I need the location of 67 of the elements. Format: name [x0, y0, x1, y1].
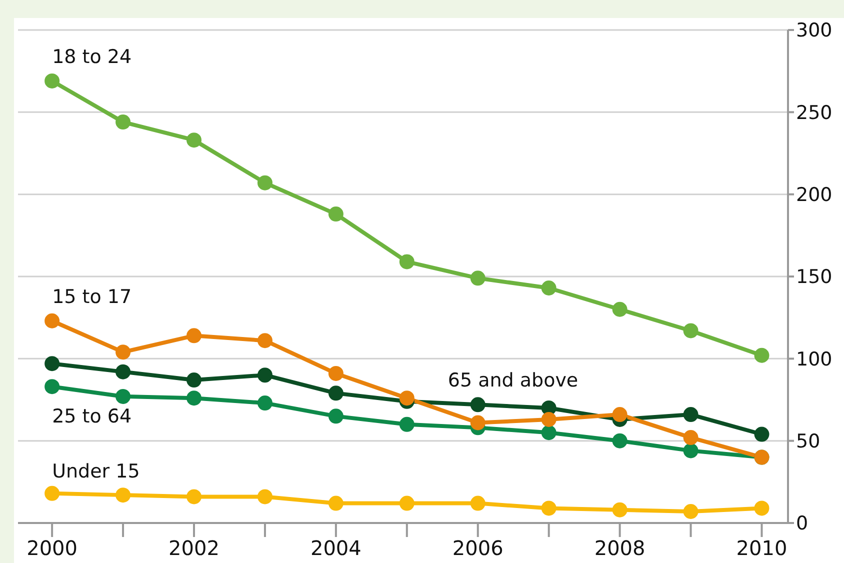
point — [186, 328, 202, 344]
point — [186, 132, 202, 148]
y-tick-label: 0 — [796, 512, 808, 535]
point — [612, 433, 628, 448]
point — [328, 408, 344, 424]
point — [328, 496, 344, 511]
point — [612, 407, 628, 422]
point — [257, 368, 272, 383]
point — [186, 390, 202, 406]
y-tick-label: 100 — [796, 348, 832, 370]
point — [683, 443, 698, 458]
point — [683, 407, 698, 422]
point — [44, 356, 60, 372]
point — [257, 333, 272, 348]
point — [44, 379, 60, 394]
point — [683, 323, 698, 338]
point — [399, 390, 414, 406]
point — [186, 489, 202, 504]
y-tick-label: 200 — [796, 184, 832, 206]
point — [328, 366, 344, 381]
point — [470, 496, 486, 511]
point — [257, 489, 272, 504]
y-tick-label: 250 — [796, 102, 832, 124]
x-tick-label: 2006 — [452, 536, 504, 560]
point — [116, 388, 131, 404]
point — [399, 416, 414, 432]
point — [116, 488, 131, 503]
point — [257, 396, 272, 411]
point — [44, 486, 60, 501]
point — [612, 302, 628, 317]
point — [470, 397, 486, 412]
point — [116, 114, 131, 130]
point — [328, 386, 344, 401]
x-tick-label: 2000 — [26, 536, 78, 560]
point — [541, 280, 556, 296]
x-tick-label: 2002 — [168, 536, 220, 560]
y-tick-label: 150 — [796, 266, 832, 288]
point — [399, 496, 414, 511]
y-tick-label: 300 — [796, 20, 832, 42]
point — [470, 415, 486, 430]
series-label: 15 to 17 — [52, 286, 132, 308]
point — [257, 175, 272, 190]
point — [116, 364, 131, 380]
series-label: 25 to 64 — [52, 406, 132, 428]
point — [399, 254, 414, 270]
x-tick-label: 2010 — [736, 536, 788, 560]
point — [116, 344, 131, 360]
point — [683, 430, 698, 446]
point — [44, 313, 60, 328]
point — [612, 502, 628, 518]
point — [541, 425, 556, 440]
point — [186, 372, 202, 388]
point — [541, 412, 556, 427]
point — [754, 426, 770, 442]
point — [470, 270, 486, 286]
x-tick-label: 2008 — [594, 536, 646, 560]
x-tick-label: 2004 — [310, 536, 362, 560]
series-label: 18 to 24 — [52, 46, 132, 68]
point — [754, 500, 770, 516]
series-label: 65 and above — [448, 370, 578, 392]
y-tick-label: 50 — [796, 430, 820, 453]
point — [541, 500, 556, 516]
point — [754, 348, 770, 363]
point — [44, 73, 60, 88]
point — [683, 504, 698, 519]
point — [328, 206, 344, 222]
series-label: Under 15 — [52, 460, 140, 482]
